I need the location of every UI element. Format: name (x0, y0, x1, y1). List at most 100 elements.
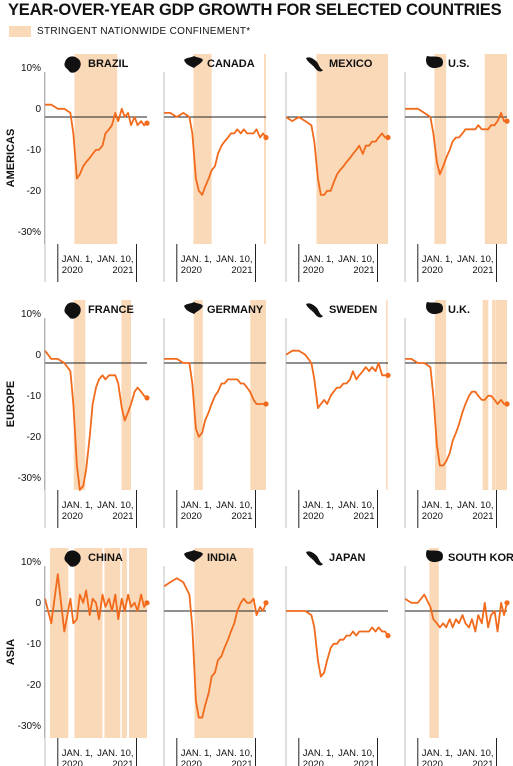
latest-value-dot (144, 395, 150, 401)
y-tick-label: -10 (27, 145, 42, 156)
x-tick-label: 2021 (472, 265, 493, 276)
region-label: AMERICAS (5, 129, 17, 188)
x-tick-label: 2020 (181, 759, 202, 766)
gdp-growth-line (45, 103, 148, 180)
confinement-band (495, 300, 507, 490)
country-name: U.K. (448, 304, 470, 316)
south-korea-map-icon (426, 550, 443, 563)
region-label: ASIA (5, 639, 17, 665)
x-tick-label: 2020 (62, 511, 83, 522)
x-tick-label: 2020 (303, 511, 324, 522)
latest-value-dot (263, 600, 269, 606)
x-tick-label: 2021 (112, 759, 133, 766)
x-tick-label: 2020 (62, 265, 83, 276)
country-panel: INDIA JAN. 1,2020 JAN. 10,2021 (163, 548, 269, 766)
latest-value-dot (385, 372, 391, 378)
gdp-growth-line (44, 573, 148, 633)
country-name: INDIA (207, 552, 237, 564)
x-tick-label: 2020 (62, 759, 83, 766)
y-tick-label: -20 (27, 680, 42, 691)
mexico-map-icon (306, 57, 323, 72)
x-tick-label: JAN. 1, (422, 748, 453, 759)
gdp-growth-line (163, 577, 267, 719)
x-tick-label: 2020 (422, 511, 443, 522)
gdp-growth-line (285, 349, 388, 410)
x-tick-label: JAN. 10, (97, 500, 133, 511)
legend-swatch (9, 25, 31, 37)
x-tick-label: 2021 (231, 759, 252, 766)
x-tick-label: 2021 (472, 511, 493, 522)
x-tick-label: JAN. 1, (62, 748, 93, 759)
country-panel: GERMANY JAN. 1,2020 JAN. 10,2021 (163, 300, 269, 528)
x-tick-label: 2021 (231, 265, 252, 276)
x-tick-label: JAN. 10, (457, 254, 493, 265)
country-name: CANADA (207, 58, 255, 70)
country-panel: BRAZIL JAN. 1,2020 JAN. 10,2021 (44, 54, 150, 282)
confinement-band (128, 548, 147, 738)
x-tick-label: JAN. 10, (457, 500, 493, 511)
x-tick-label: JAN. 1, (303, 748, 334, 759)
country-name: SOUTH KOREA (448, 552, 513, 564)
confinement-band (121, 548, 127, 738)
country-panel: U.K. JAN. 1,2020 JAN. 10,2021 (404, 300, 510, 528)
confinement-band (264, 54, 266, 244)
gdp-growth-line (44, 350, 148, 492)
confinement-band (386, 300, 388, 490)
x-tick-label: 2021 (353, 759, 374, 766)
gdp-growth-line (404, 593, 508, 633)
country-panel: FRANCE JAN. 1,2020 JAN. 10,2021 (44, 300, 150, 528)
brazil-map-icon (64, 56, 81, 73)
x-tick-label: JAN. 1, (62, 500, 93, 511)
canada-map-icon (184, 56, 203, 68)
latest-value-dot (144, 600, 150, 606)
gdp-growth-line (164, 357, 266, 438)
latest-value-dot (504, 118, 510, 124)
latest-value-dot (144, 120, 150, 126)
x-tick-label: 2020 (181, 511, 202, 522)
latest-value-dot (385, 633, 391, 639)
y-tick-label: 0 (35, 350, 41, 361)
india-map-icon (184, 550, 203, 562)
confinement-band (193, 300, 203, 490)
country-name: CHINA (88, 552, 123, 564)
japan-map-icon (306, 551, 323, 566)
confinement-band (484, 54, 507, 244)
china-map-icon (64, 550, 81, 567)
usa-map-icon (426, 56, 443, 69)
country-name: BRAZIL (88, 58, 129, 70)
x-tick-label: 2020 (181, 265, 202, 276)
y-tick-label: 10% (21, 63, 41, 74)
x-tick-label: JAN. 1, (303, 500, 334, 511)
country-panel: SWEDEN JAN. 1,2020 JAN. 10,2021 (285, 300, 391, 528)
x-tick-label: 2020 (422, 265, 443, 276)
gdp-growth-line (286, 610, 389, 678)
x-tick-label: JAN. 1, (303, 254, 334, 265)
country-panel: MEXICO JAN. 1,2020 JAN. 10,2021 (285, 54, 391, 282)
latest-value-dot (504, 401, 510, 407)
gdp-growth-line (405, 107, 507, 176)
confinement-band (482, 300, 489, 490)
y-tick-label: 10% (21, 557, 41, 568)
uk-map-icon (426, 302, 443, 315)
y-tick-label: -30% (18, 227, 41, 238)
confinement-band (121, 300, 132, 490)
y-tick-label: 10% (21, 309, 41, 320)
x-tick-label: 2021 (112, 511, 133, 522)
gdp-growth-line (405, 357, 507, 467)
x-tick-label: JAN. 10, (338, 748, 374, 759)
x-tick-label: JAN. 1, (62, 254, 93, 265)
legend-label: STRINGENT NATIONWIDE CONFINEMENT* (37, 25, 251, 37)
y-tick-label: -10 (27, 639, 42, 650)
x-tick-label: 2021 (472, 759, 493, 766)
confinement-band (492, 300, 496, 490)
confinement-band (74, 548, 103, 738)
x-tick-label: JAN. 1, (422, 254, 453, 265)
confinement-band (429, 548, 439, 738)
country-panel: CHINA JAN. 1,2020 JAN. 10,2021 (44, 548, 150, 766)
y-tick-label: 0 (35, 104, 41, 115)
latest-value-dot (504, 600, 510, 606)
confinement-band (50, 548, 69, 738)
legend: STRINGENT NATIONWIDE CONFINEMENT* (9, 24, 250, 38)
country-name: U.S. (448, 58, 469, 70)
